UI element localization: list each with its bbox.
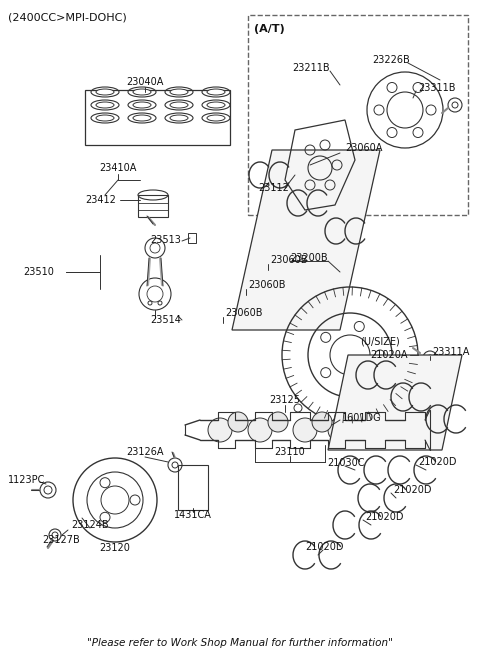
Text: 23510: 23510: [23, 267, 54, 277]
Text: 21020D: 21020D: [393, 485, 432, 495]
Text: (2400CC>MPI-DOHC): (2400CC>MPI-DOHC): [8, 13, 127, 23]
Text: 23311A: 23311A: [432, 347, 469, 357]
Text: 23060B: 23060B: [225, 308, 263, 318]
Text: 23410A: 23410A: [99, 163, 137, 173]
Text: 23110: 23110: [275, 447, 305, 457]
Ellipse shape: [133, 89, 151, 95]
Text: 23120: 23120: [99, 543, 131, 553]
Text: 21020D: 21020D: [365, 512, 404, 522]
Text: 23060B: 23060B: [248, 280, 286, 290]
Polygon shape: [328, 355, 462, 450]
Text: 23124B: 23124B: [71, 520, 109, 530]
Ellipse shape: [207, 115, 225, 121]
Ellipse shape: [96, 89, 114, 95]
Circle shape: [328, 418, 352, 442]
Bar: [188, 233, 196, 243]
Text: 23060B: 23060B: [270, 255, 308, 265]
Circle shape: [293, 418, 317, 442]
Bar: [248, 15, 468, 215]
Ellipse shape: [207, 89, 225, 95]
Text: 23060A: 23060A: [345, 143, 383, 153]
Circle shape: [352, 412, 372, 432]
Circle shape: [208, 418, 232, 442]
Circle shape: [373, 418, 397, 442]
Text: 23412: 23412: [85, 195, 116, 205]
Text: 23211B: 23211B: [292, 63, 330, 73]
Ellipse shape: [170, 89, 188, 95]
Text: 23127B: 23127B: [42, 535, 80, 545]
Text: 1123PC: 1123PC: [8, 475, 46, 485]
Text: 23226B: 23226B: [372, 55, 410, 65]
Text: (U/SIZE): (U/SIZE): [360, 337, 400, 347]
Text: (A/T): (A/T): [254, 24, 285, 34]
Ellipse shape: [133, 115, 151, 121]
Text: 21030C: 21030C: [327, 458, 364, 468]
Circle shape: [268, 412, 288, 432]
Circle shape: [248, 418, 272, 442]
Text: 23514: 23514: [150, 315, 181, 325]
Bar: [178, 465, 208, 510]
Text: 1601DG: 1601DG: [342, 413, 382, 423]
Ellipse shape: [133, 102, 151, 108]
Text: 23311B: 23311B: [418, 83, 456, 93]
Text: 23200B: 23200B: [290, 253, 328, 263]
Bar: [138, 195, 168, 217]
Text: 21020D: 21020D: [418, 457, 456, 467]
Circle shape: [312, 412, 332, 432]
Text: 23040A: 23040A: [126, 77, 164, 87]
Text: 21020D: 21020D: [306, 542, 344, 552]
Circle shape: [228, 412, 248, 432]
Ellipse shape: [207, 102, 225, 108]
Text: 23125: 23125: [269, 395, 300, 405]
Ellipse shape: [96, 102, 114, 108]
Text: 23126A: 23126A: [126, 447, 164, 457]
Text: "Please refer to Work Shop Manual for further information": "Please refer to Work Shop Manual for fu…: [87, 638, 393, 648]
Bar: [85, 90, 230, 145]
Ellipse shape: [170, 115, 188, 121]
Text: 21020A: 21020A: [370, 350, 408, 360]
Text: 23513: 23513: [150, 235, 181, 245]
Polygon shape: [232, 150, 380, 330]
Text: 1431CA: 1431CA: [174, 510, 212, 520]
Ellipse shape: [170, 102, 188, 108]
Text: 23112: 23112: [258, 183, 289, 193]
Ellipse shape: [96, 115, 114, 121]
